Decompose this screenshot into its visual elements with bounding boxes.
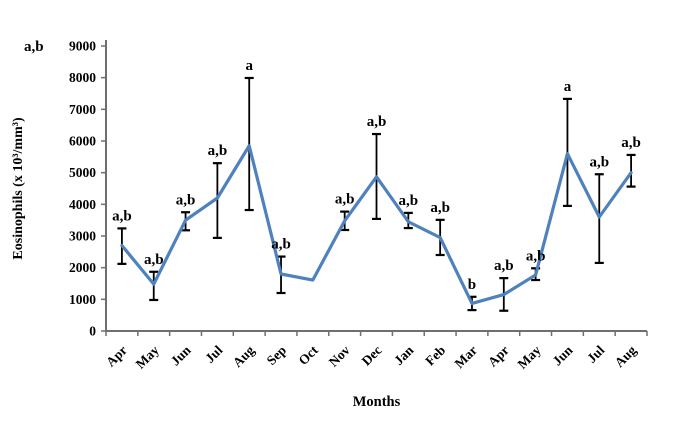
x-axis-title: Months xyxy=(353,394,401,410)
point-significance-label: a,b xyxy=(176,192,196,208)
point-significance-label: a,b xyxy=(526,248,546,264)
x-tick-label: Jun xyxy=(168,342,194,368)
x-tick-label: Jul xyxy=(202,342,226,366)
point-significance-label: a,b xyxy=(271,237,291,253)
y-tick-label: 1000 xyxy=(69,292,96,307)
x-tick-label: Feb xyxy=(422,343,448,369)
point-significance-label: a,b xyxy=(367,114,387,130)
y-tick-label: 2000 xyxy=(69,260,96,275)
x-tick-label: May xyxy=(133,342,162,371)
y-tick-label: 4000 xyxy=(69,197,96,212)
x-tick-label: Jul xyxy=(584,342,608,366)
point-significance-label: a,b xyxy=(112,208,132,224)
x-tick-label: May xyxy=(515,342,544,371)
point-significance-label: a,b xyxy=(494,258,514,274)
y-tick-label: 5000 xyxy=(69,165,96,180)
point-significance-label: a,b xyxy=(430,200,450,216)
x-tick-label: Apr xyxy=(103,343,130,370)
y-tick-label: 8000 xyxy=(69,70,96,85)
point-significance-label: a,b xyxy=(589,154,609,170)
y-tick-label: 7000 xyxy=(69,102,96,117)
x-tick-label: Nov xyxy=(326,342,353,369)
point-significance-label: a xyxy=(564,79,572,95)
x-tick-label: Oct xyxy=(296,342,322,368)
x-tick-label: Mar xyxy=(451,343,480,372)
point-significance-label: a,b xyxy=(399,193,419,209)
x-tick-label: Jan xyxy=(391,342,417,368)
point-significance-label: b xyxy=(468,277,476,293)
y-axis-title: Eosinophils (x 10³/mm³) xyxy=(11,117,26,260)
x-tick-label: Aug xyxy=(230,342,258,370)
point-significance-label: a xyxy=(245,58,253,74)
data-series-line xyxy=(120,144,633,306)
point-significance-label: a,b xyxy=(335,192,355,208)
point-significance-label: a,b xyxy=(208,143,228,159)
x-tick-label: Dec xyxy=(359,343,385,369)
x-tick-label: Aug xyxy=(612,342,640,370)
corner-significance-label: a,b xyxy=(24,39,44,55)
y-tick-label: 3000 xyxy=(69,229,96,244)
point-significance-label: a,b xyxy=(621,135,641,151)
y-tick-label: 6000 xyxy=(69,134,96,149)
y-tick-label: 0 xyxy=(89,324,96,339)
x-tick-label: Apr xyxy=(485,343,512,370)
x-tick-label: Jun xyxy=(550,342,576,368)
y-tick-label: 9000 xyxy=(69,39,96,54)
x-tick-label: Sep xyxy=(264,343,289,368)
point-significance-label: a,b xyxy=(144,252,164,268)
